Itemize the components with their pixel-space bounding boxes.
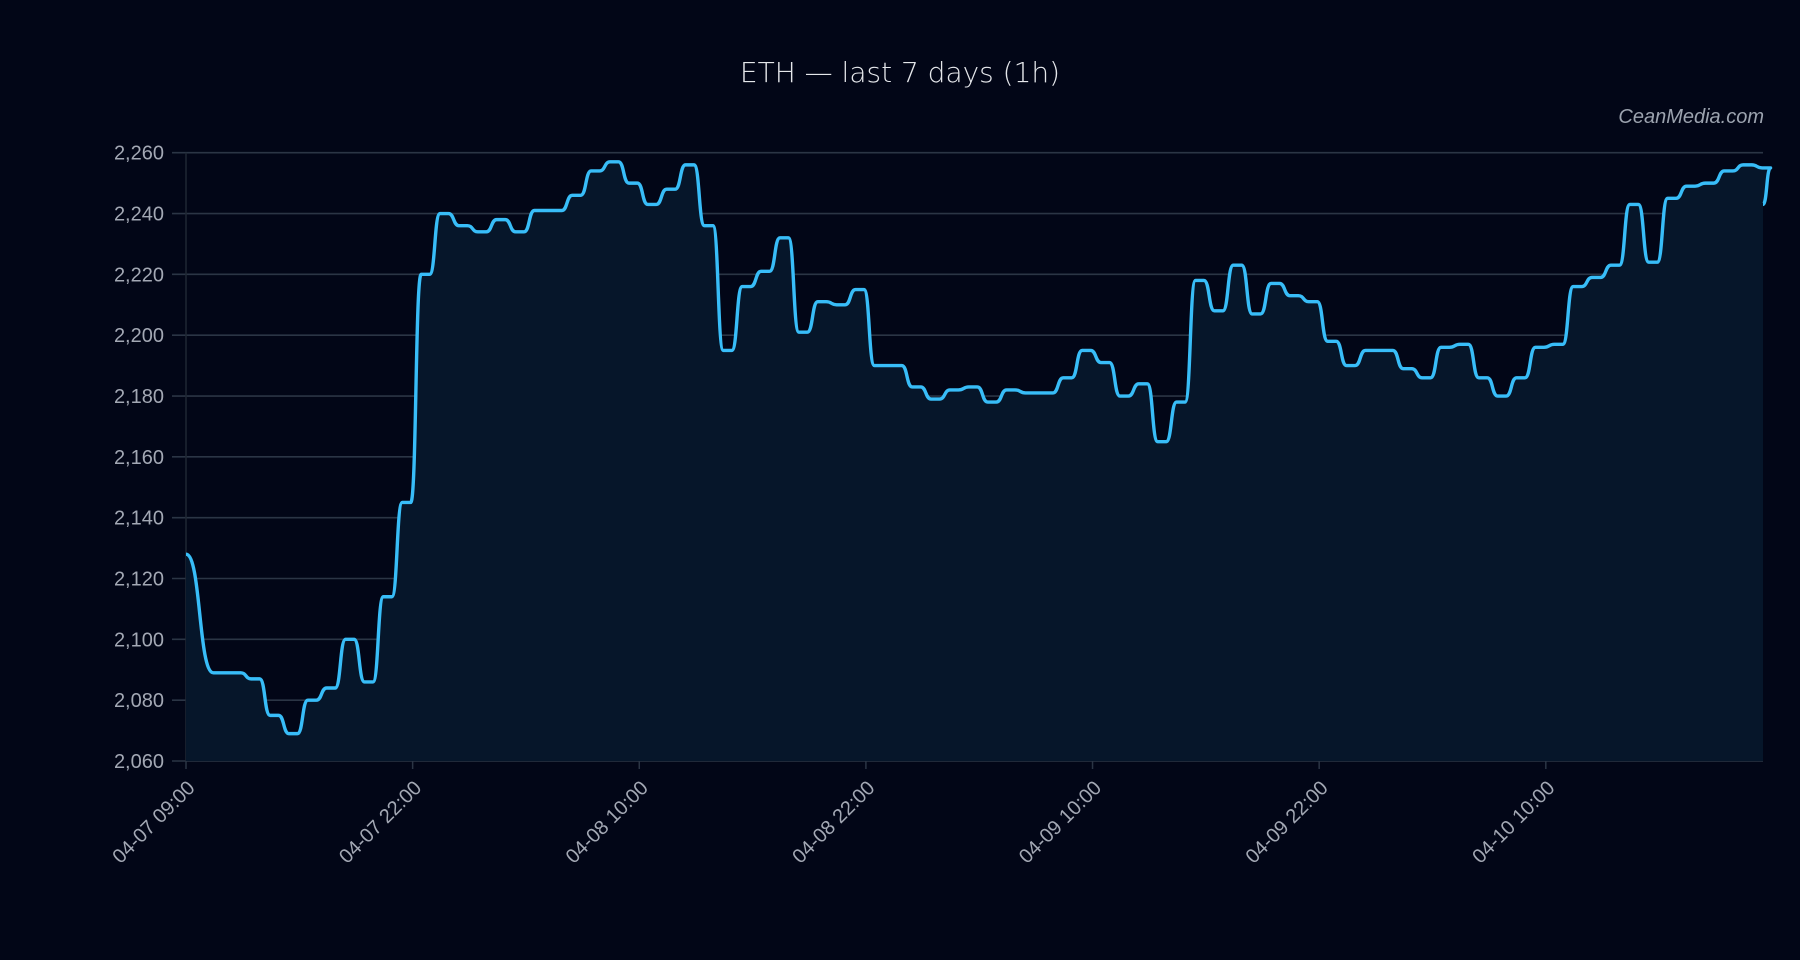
watermark: CeanMedia.com (1618, 106, 1764, 128)
y-tick-label: 2,120 (114, 569, 164, 591)
price-area-fill (186, 161, 1771, 762)
price-line (185, 160, 1773, 736)
y-tick-label: 2,100 (114, 629, 164, 651)
x-tick-label: 04-08 22:00 (788, 777, 879, 868)
x-tick-label: 04-10 10:00 (1468, 777, 1559, 868)
y-tick-label: 2,260 (114, 143, 164, 165)
chart-title: ETH — last 7 days (1h) (739, 56, 1061, 89)
y-tick-label: 2,200 (114, 325, 164, 347)
y-tick-label: 2,060 (114, 751, 164, 773)
y-tick-label: 2,160 (114, 447, 164, 469)
x-tick-label: 04-08 10:00 (562, 777, 653, 868)
y-tick-label: 2,240 (114, 204, 164, 226)
y-tick-label: 2,180 (114, 386, 164, 408)
y-tick-label: 2,220 (114, 264, 164, 286)
x-tick-label: 04-07 09:00 (108, 777, 199, 868)
x-tick-label: 04-09 10:00 (1015, 777, 1106, 868)
y-tick-label: 2,140 (114, 508, 164, 530)
x-tick-label: 04-09 22:00 (1242, 777, 1333, 868)
y-tick-label: 2,080 (114, 690, 164, 712)
x-tick-label: 04-07 22:00 (335, 777, 426, 868)
